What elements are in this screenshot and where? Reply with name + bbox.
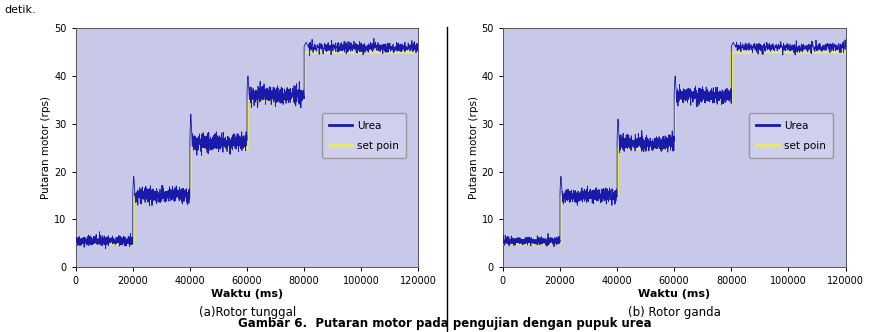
Text: detik.: detik. [4, 5, 36, 15]
X-axis label: Waktu (ms): Waktu (ms) [211, 289, 283, 299]
Legend: Urea, set poin: Urea, set poin [748, 113, 833, 158]
Text: Gambar 6.  Putaran motor pada pengujian dengan pupuk urea: Gambar 6. Putaran motor pada pengujian d… [239, 317, 651, 330]
Text: (a)Rotor tunggal: (a)Rotor tunggal [198, 305, 296, 319]
Text: (b) Rotor ganda: (b) Rotor ganda [628, 305, 721, 319]
Legend: Urea, set poin: Urea, set poin [321, 113, 406, 158]
X-axis label: Waktu (ms): Waktu (ms) [638, 289, 710, 299]
Y-axis label: Putaran motor (rps): Putaran motor (rps) [469, 96, 479, 199]
Y-axis label: Putaran motor (rps): Putaran motor (rps) [42, 96, 52, 199]
